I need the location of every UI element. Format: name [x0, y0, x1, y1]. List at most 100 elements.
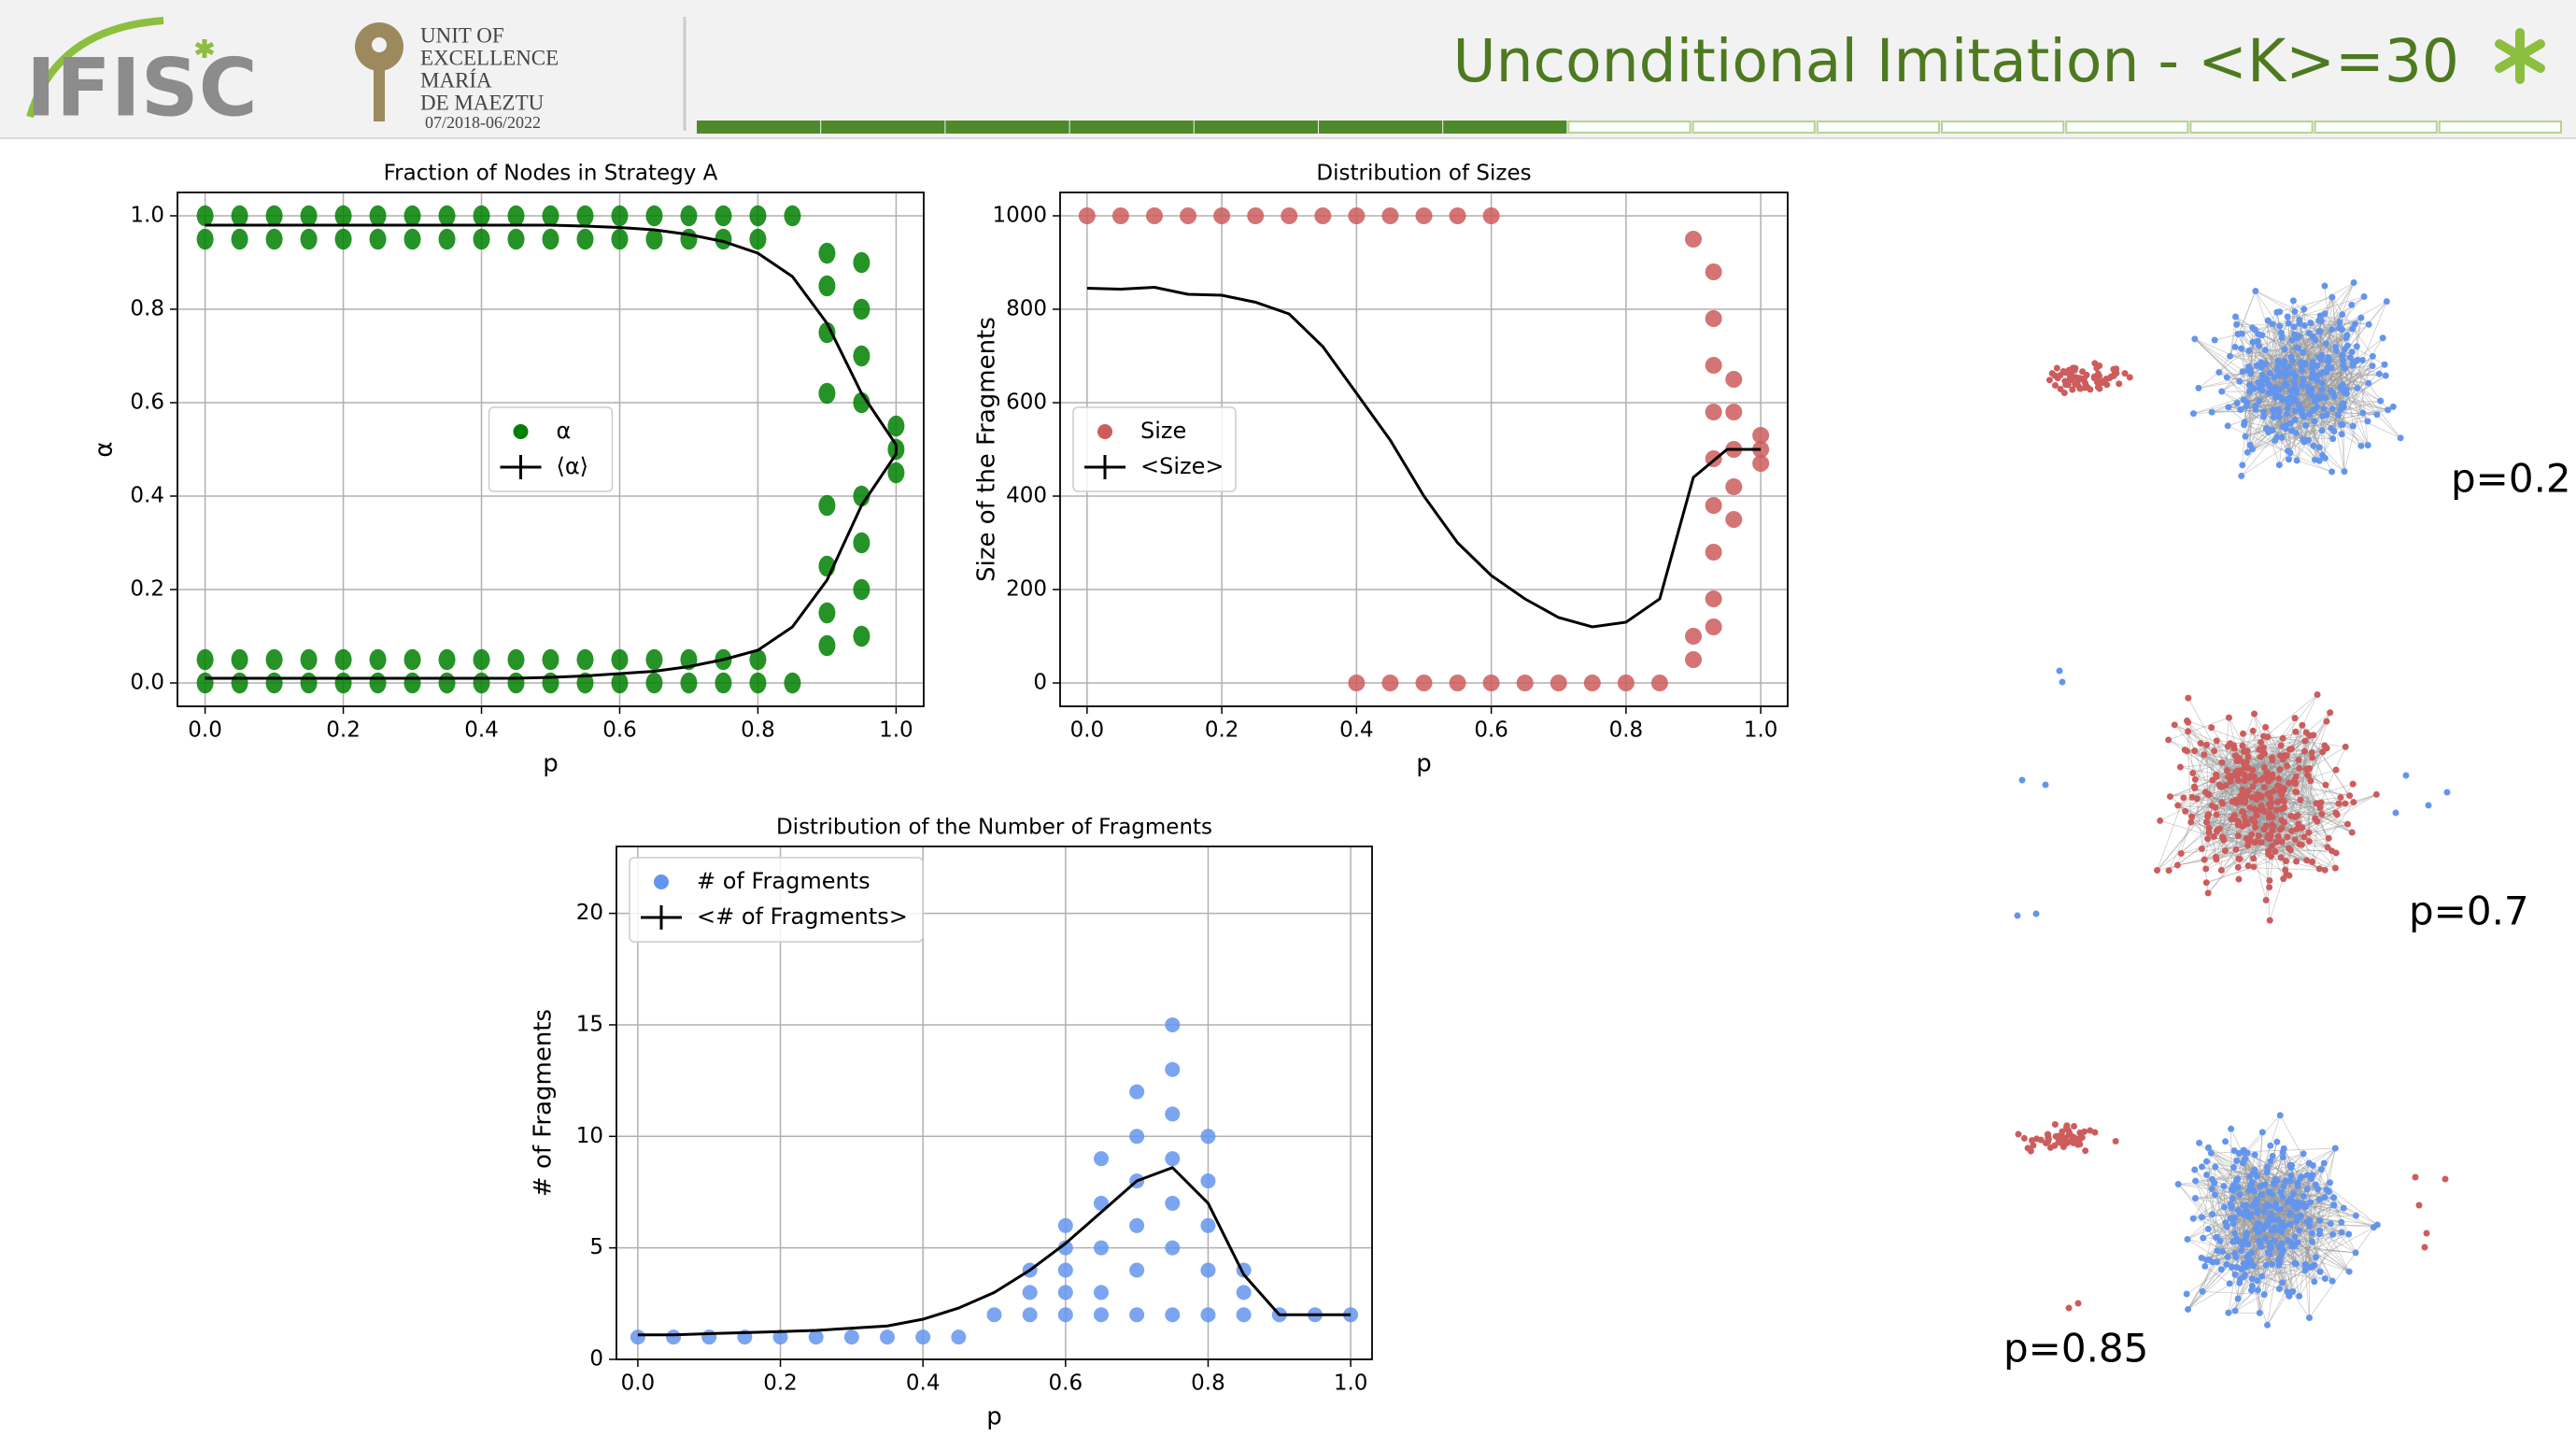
scatter-point	[1093, 1285, 1109, 1301]
network-node	[2282, 373, 2289, 380]
network-node	[2299, 721, 2306, 729]
progress-segment	[1069, 121, 1194, 134]
scatter-point	[1650, 675, 1668, 691]
scatter-point	[1129, 1129, 1145, 1144]
network-node	[2174, 1181, 2182, 1188]
scatter-point	[715, 228, 732, 250]
network-node	[2300, 348, 2307, 356]
network-node	[2317, 356, 2325, 363]
network-node	[2339, 311, 2346, 319]
network-node	[2272, 1200, 2280, 1207]
scatter-point	[680, 228, 698, 250]
network-node	[2340, 357, 2347, 364]
network-node	[2321, 454, 2328, 462]
unit-line: DE MAEZTU	[420, 91, 545, 114]
network-edge	[2296, 383, 2323, 434]
scatter-point	[701, 1329, 717, 1345]
network-node	[2210, 833, 2217, 841]
network-node	[2370, 1224, 2377, 1231]
network-node	[2165, 867, 2173, 874]
network-node	[2350, 799, 2357, 806]
network-node	[2204, 889, 2212, 897]
scatter-point	[542, 205, 559, 227]
network-node	[2275, 413, 2283, 420]
network-node	[2239, 742, 2246, 749]
unit-logo-stem	[374, 65, 385, 121]
network-node	[2332, 849, 2340, 857]
network-edge	[2273, 794, 2377, 827]
network-node	[2234, 1238, 2242, 1245]
network-node	[2273, 1138, 2281, 1145]
network-node	[2087, 1127, 2094, 1134]
legend-box	[1072, 406, 1237, 492]
network-node	[2281, 346, 2288, 353]
network-node	[2174, 802, 2182, 809]
scatter-point	[1449, 207, 1466, 224]
x-tick-label: 0.0	[621, 1372, 656, 1396]
network-node	[2218, 799, 2226, 806]
scatter-point	[666, 1329, 682, 1345]
network-node	[2276, 1112, 2284, 1119]
scatter-point	[853, 625, 870, 647]
network-node	[2212, 1163, 2219, 1171]
legend-label: <Size>	[1140, 453, 1224, 479]
network-node	[2126, 374, 2133, 381]
network-node	[2292, 814, 2300, 821]
network-node	[2251, 818, 2258, 826]
network-node	[2280, 785, 2287, 792]
y-tick-label: 15	[576, 1012, 603, 1036]
network-node	[2309, 369, 2316, 377]
network-node	[2245, 347, 2253, 354]
network-node	[2333, 811, 2341, 818]
network-node	[2256, 1220, 2263, 1228]
network-node	[2042, 781, 2049, 789]
network-node	[2293, 387, 2300, 394]
network-node	[2227, 352, 2234, 360]
network-node	[2258, 739, 2265, 746]
scatter-point	[1705, 497, 1722, 514]
scatter-point	[1725, 478, 1743, 495]
network-node	[2183, 747, 2190, 755]
network-node	[2259, 744, 2267, 751]
network-node	[2346, 354, 2354, 362]
scatter-point	[887, 462, 905, 484]
network-edge	[2221, 380, 2241, 392]
logo-star	[194, 39, 215, 58]
network-node	[2282, 858, 2289, 865]
x-tick-label: 0.4	[1339, 718, 1374, 743]
scatter-point	[369, 205, 387, 227]
network-node	[2276, 765, 2284, 773]
network-node	[2258, 363, 2265, 371]
network-node	[2234, 832, 2242, 839]
network-node	[2275, 408, 2283, 416]
network-node	[2300, 1200, 2307, 1207]
network-node	[2262, 897, 2270, 904]
network-node	[2251, 710, 2258, 718]
scatter-point	[300, 205, 318, 227]
network-node	[2024, 1144, 2031, 1152]
network-node	[2243, 1149, 2251, 1157]
network-node	[2318, 379, 2326, 387]
network-node	[2191, 1166, 2199, 1173]
scatter-point	[1145, 207, 1163, 224]
network-node	[2225, 404, 2232, 411]
legend-box	[488, 406, 614, 492]
network-node	[2345, 1268, 2353, 1275]
network-node	[2201, 856, 2208, 863]
scatter-point	[749, 648, 767, 671]
progress-segment	[2438, 121, 2563, 134]
network-node	[2314, 362, 2321, 369]
network-node	[2197, 740, 2204, 747]
y-axis-label: # of Fragments	[530, 1009, 558, 1197]
network-node	[2300, 747, 2308, 755]
network-node	[2343, 332, 2351, 339]
network-node	[2236, 377, 2243, 385]
network-node	[2349, 362, 2357, 369]
network-node	[2063, 1139, 2071, 1146]
network-node	[2238, 1247, 2245, 1255]
network-edge	[2320, 358, 2401, 439]
network-node	[2267, 853, 2274, 860]
network-node	[2341, 389, 2348, 396]
network-node	[2316, 1217, 2324, 1225]
network-node	[2071, 1122, 2078, 1130]
